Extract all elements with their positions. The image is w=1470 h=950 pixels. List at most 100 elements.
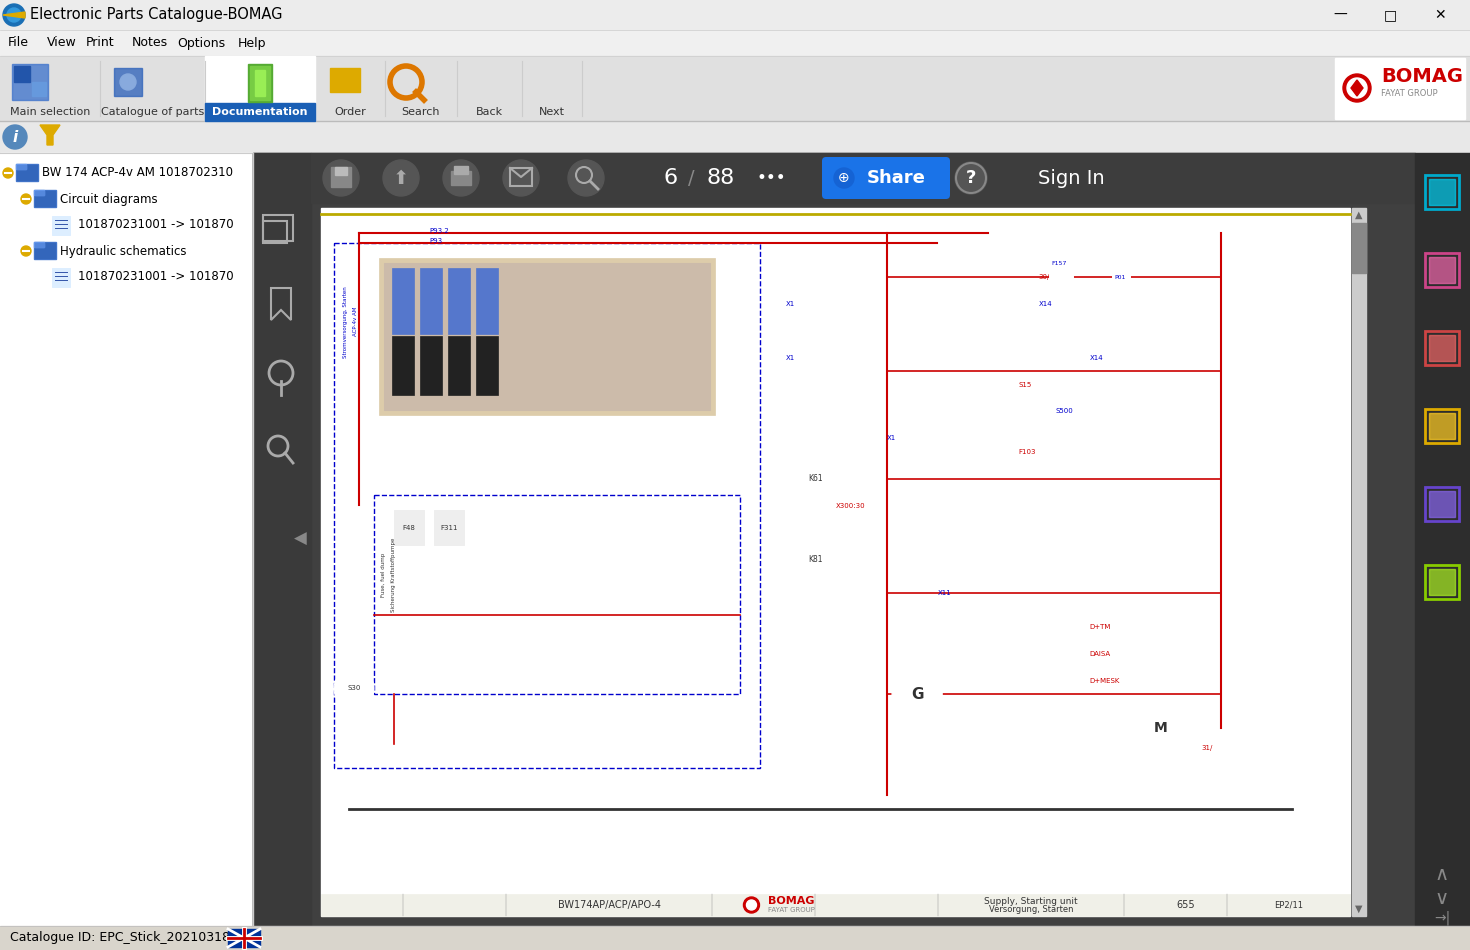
Circle shape xyxy=(744,897,760,913)
Text: Supply, Starting unit: Supply, Starting unit xyxy=(985,897,1078,905)
Text: Main selection: Main selection xyxy=(10,107,90,117)
Text: BOMAG: BOMAG xyxy=(1380,66,1463,85)
Text: Fuse, fuel dump: Fuse, fuel dump xyxy=(382,553,387,597)
Circle shape xyxy=(21,246,31,256)
Text: →|: →| xyxy=(1433,911,1449,925)
Bar xyxy=(1424,409,1460,443)
Text: P93: P93 xyxy=(429,238,442,244)
Text: 101870231001 -> 101870: 101870231001 -> 101870 xyxy=(78,218,234,232)
Bar xyxy=(0,56,1470,121)
Bar xyxy=(35,191,54,206)
Circle shape xyxy=(3,125,26,149)
Text: Catalogue ID: EPC_Stick_20210318: Catalogue ID: EPC_Stick_20210318 xyxy=(10,932,229,944)
Text: Options: Options xyxy=(178,36,226,49)
Text: S500: S500 xyxy=(1055,408,1073,414)
Text: Electronic Parts Catalogue-BOMAG: Electronic Parts Catalogue-BOMAG xyxy=(29,8,282,23)
Bar xyxy=(1424,487,1460,521)
Bar xyxy=(51,216,71,235)
Circle shape xyxy=(384,160,419,196)
Text: Back: Back xyxy=(476,107,503,117)
Text: K61: K61 xyxy=(809,474,823,484)
Circle shape xyxy=(121,74,137,90)
Bar xyxy=(448,268,470,334)
Text: Versorgung, Starten: Versorgung, Starten xyxy=(989,905,1073,915)
Text: Order: Order xyxy=(334,107,366,117)
Text: S30: S30 xyxy=(347,686,360,692)
Bar xyxy=(801,549,831,569)
Bar xyxy=(0,0,1470,30)
Bar xyxy=(1429,569,1455,595)
Bar xyxy=(1424,565,1460,599)
Text: F103: F103 xyxy=(1019,448,1036,455)
Text: EP2/11: EP2/11 xyxy=(1274,901,1302,909)
Circle shape xyxy=(3,4,25,26)
Bar xyxy=(1424,253,1460,287)
Bar xyxy=(373,495,739,694)
Bar xyxy=(1044,396,1083,427)
Text: ▲: ▲ xyxy=(1355,210,1363,220)
Text: 655: 655 xyxy=(1176,900,1195,910)
Text: K81: K81 xyxy=(809,555,823,564)
Circle shape xyxy=(3,168,13,178)
Text: P01: P01 xyxy=(1114,275,1126,280)
Text: F157: F157 xyxy=(1051,261,1067,266)
Text: File: File xyxy=(7,36,29,49)
Circle shape xyxy=(833,168,854,188)
Bar xyxy=(253,153,1416,926)
Bar xyxy=(510,168,532,186)
Bar xyxy=(262,361,298,405)
Bar xyxy=(262,213,298,251)
Text: /: / xyxy=(688,168,694,187)
Text: i: i xyxy=(12,129,18,144)
Text: Notes: Notes xyxy=(132,36,168,49)
Circle shape xyxy=(956,162,986,194)
Text: Stromversorgung, Starten: Stromversorgung, Starten xyxy=(344,286,348,357)
Text: P93.2: P93.2 xyxy=(429,228,448,234)
Bar xyxy=(476,336,498,395)
Text: X1: X1 xyxy=(785,301,795,307)
Bar xyxy=(263,215,293,241)
Text: 88: 88 xyxy=(707,168,735,188)
Bar xyxy=(1423,173,1461,211)
Text: Share: Share xyxy=(866,169,926,187)
Text: X14: X14 xyxy=(1039,301,1053,307)
Bar xyxy=(320,208,1349,916)
Bar xyxy=(18,165,26,169)
Text: Documentation: Documentation xyxy=(212,107,307,117)
Text: □: □ xyxy=(1383,8,1396,22)
Text: ⊕: ⊕ xyxy=(838,171,850,185)
Text: D+TM: D+TM xyxy=(1089,624,1111,630)
Bar xyxy=(1423,407,1461,445)
Bar xyxy=(0,926,1470,950)
Text: Sicherung Kraftstoffpumpe: Sicherung Kraftstoffpumpe xyxy=(391,538,397,612)
Circle shape xyxy=(1138,706,1182,750)
Bar xyxy=(35,243,54,258)
Text: •••: ••• xyxy=(756,169,786,187)
Bar xyxy=(476,268,498,334)
Text: —: — xyxy=(1333,8,1347,22)
Bar xyxy=(34,242,56,259)
Text: FAYAT GROUP: FAYAT GROUP xyxy=(1380,88,1438,98)
Bar xyxy=(15,66,29,82)
Bar xyxy=(448,336,470,395)
Bar xyxy=(262,211,298,255)
Bar xyxy=(34,190,44,195)
Bar xyxy=(1352,208,1366,916)
Text: ∧: ∧ xyxy=(1435,864,1449,884)
Text: DAISA: DAISA xyxy=(1089,651,1111,656)
Text: X14: X14 xyxy=(1089,354,1102,361)
Bar xyxy=(35,191,44,195)
Bar xyxy=(451,171,470,185)
Bar xyxy=(801,468,831,488)
Text: FAYAT GROUP: FAYAT GROUP xyxy=(769,907,816,913)
Text: Print: Print xyxy=(85,36,115,49)
Text: Search: Search xyxy=(401,107,440,117)
Text: Circuit diagrams: Circuit diagrams xyxy=(60,193,157,205)
Circle shape xyxy=(442,160,479,196)
Text: ▼: ▼ xyxy=(1355,904,1363,914)
Text: G: G xyxy=(911,687,923,702)
Text: X11: X11 xyxy=(938,590,951,597)
Bar xyxy=(263,221,287,243)
Text: ⬆: ⬆ xyxy=(392,168,409,187)
Bar xyxy=(204,56,315,121)
